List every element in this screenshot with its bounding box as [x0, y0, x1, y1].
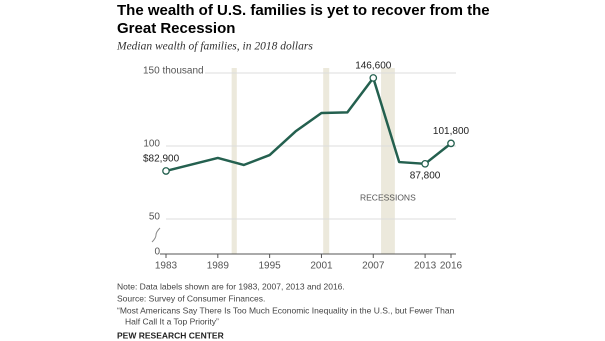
source: Source: Survey of Consumer Finances. — [117, 293, 265, 303]
recession-label: RECESSIONS — [360, 192, 416, 202]
data-label: 146,600 — [355, 61, 392, 72]
y-tick-label: 0 — [154, 247, 160, 258]
x-tick-label: 2001 — [310, 261, 333, 272]
data-line — [165, 76, 452, 173]
data-point — [369, 74, 378, 82]
note: Note: Data labels shown are for 1983, 20… — [117, 281, 345, 291]
y-tick-label: 150 thousand — [143, 66, 204, 77]
chart-title-line: The wealth of U.S. families is yet to re… — [117, 2, 490, 19]
data-point — [447, 139, 455, 148]
x-tick-label: 1983 — [155, 261, 178, 272]
axis-break — [151, 227, 161, 243]
data-label: $82,900 — [143, 154, 180, 165]
data-label: 87,800 — [410, 170, 441, 181]
x-tick-label: 2007 — [362, 261, 385, 272]
y-tick-label: 100 — [143, 139, 160, 150]
chart-title-line: Great Recession — [117, 20, 235, 37]
credit: PEW RESEARCH CENTER — [117, 330, 224, 340]
recession-band — [323, 68, 330, 254]
recession-band — [381, 68, 395, 254]
data-point — [421, 159, 429, 168]
y-tick-label: 50 — [149, 212, 161, 223]
x-tick-label: 2013 — [414, 261, 437, 272]
x-tick-label: 2016 — [440, 261, 463, 272]
source: Half Call It a Top Priority” — [125, 316, 219, 326]
data-label: 101,800 — [433, 126, 470, 137]
chart-subtitle: Median wealth of families, in 2018 dolla… — [116, 41, 313, 53]
x-tick-label: 1989 — [207, 261, 230, 272]
recession-band — [231, 68, 237, 254]
x-tick-label: 1995 — [259, 261, 282, 272]
source: “Most Americans Say There Is Too Much Ec… — [117, 305, 455, 315]
data-point — [162, 167, 170, 175]
